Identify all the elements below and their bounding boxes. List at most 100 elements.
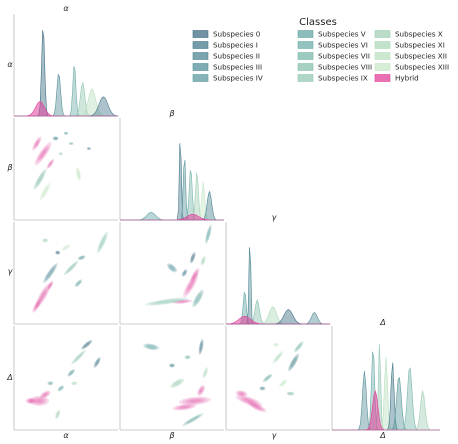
- kde-blob-2-0-3-1: [44, 265, 57, 281]
- kde-blob-3-2-8-2: [260, 387, 265, 390]
- kde-blob-3-0-2-0: [25, 397, 36, 404]
- kde-blob-1-0-8-1: [40, 184, 50, 199]
- kde-blob-2-0-2-3: [49, 283, 52, 287]
- kde-blob-1-0-9-2: [64, 132, 68, 135]
- kde-blob-3-1-0-1: [182, 397, 208, 405]
- diag-kde-hybrid-2-0: [225, 315, 330, 325]
- legend-swatch: [374, 52, 391, 60]
- legend-swatch: [297, 30, 314, 38]
- legend-entry: Subspecies XI: [374, 41, 445, 50]
- kde-blob-3-2-4-1: [273, 352, 283, 363]
- kde-blob-3-1-4-2: [173, 380, 182, 386]
- kde-blob-3-2-4-0: [272, 350, 284, 364]
- kde-blob-3-1-0-0: [178, 396, 211, 406]
- row-labels: α β γ Δ: [6, 60, 13, 382]
- kde-blob-3-0-6-1: [58, 386, 64, 391]
- kde-blob-3-2-1-2: [252, 404, 263, 410]
- kde-blob-3-2-1-0: [248, 402, 267, 413]
- kde-blob-3-2-4-2: [274, 353, 282, 361]
- kde-blob-2-0-2-0: [47, 280, 54, 290]
- kde-blob-3-2-10-2: [274, 343, 278, 346]
- kde-blob-3-2-1-1: [250, 403, 265, 412]
- kde-blob-3-2-2-1: [236, 391, 247, 397]
- kde-blob-3-1-7-0: [202, 367, 209, 379]
- kde-blob-1-0-2-2: [48, 161, 53, 167]
- kde-blob-3-0-3-2: [69, 370, 74, 375]
- kde-blob-2-1-6-1: [205, 226, 211, 242]
- kde-blob-3-2-6-2: [296, 343, 302, 350]
- kde-blob-2-1-8-0: [181, 269, 188, 277]
- legend-label: Subspecies XI: [395, 41, 445, 50]
- diag-kde-1-5: [120, 190, 224, 221]
- kde-blob-1-0-1-2: [34, 139, 40, 148]
- legend-entry: Subspecies XII: [374, 52, 447, 61]
- kde-blob-3-0-2-3: [28, 399, 33, 402]
- kde-blob-2-1-2-1: [174, 299, 191, 304]
- kde-blob-3-0-5-1: [82, 340, 92, 349]
- kde-blob-3-2-0-3: [244, 398, 254, 404]
- kde-blob-1-0-9-1: [64, 132, 68, 135]
- kde-blob-3-2-10-0: [272, 342, 279, 347]
- legend-entry: Subspecies II: [192, 52, 260, 61]
- diag-kde-hybrid-0-0: [14, 101, 118, 117]
- kde-blob-2-0-7-2: [99, 236, 106, 249]
- kde-blob-2-1-2-0: [172, 299, 193, 304]
- kde-blob-3-0-0-0: [29, 395, 49, 406]
- kde-blob-3-1-3-1: [145, 344, 158, 350]
- kde-blob-3-2-9-0: [286, 391, 295, 396]
- kde-blob-1-0-4-0: [68, 142, 74, 145]
- kde-blob-1-0-10-2: [59, 152, 62, 155]
- x-axis-labels: α β γ Δ: [63, 431, 385, 440]
- legend-swatch: [192, 74, 209, 82]
- legend-title: Classes: [299, 17, 337, 28]
- kde-blob-3-1-2-3: [199, 388, 203, 393]
- kde-blob-3-0-3-0: [67, 368, 76, 377]
- kde-blob-3-0-10-1: [72, 381, 77, 385]
- kde-blob-3-1-5-2: [199, 342, 203, 352]
- kde-blob-3-0-9-1: [48, 381, 53, 385]
- kde-blob-1-0-10-1: [59, 152, 63, 155]
- kde-blob-3-0-4-1: [72, 351, 85, 363]
- kde-blob-2-1-1-0: [190, 267, 200, 283]
- kde-blob-3-2-3-1: [263, 374, 272, 382]
- kde-blob-3-0-2-2: [27, 399, 34, 403]
- kde-blob-3-2-10-1: [273, 343, 279, 347]
- kde-blob-2-1-8-2: [183, 271, 186, 275]
- kde-blob-2-0-5-2: [63, 245, 69, 250]
- kde-blob-2-1-4-1: [149, 298, 184, 305]
- diag-kde-0-5: [14, 96, 119, 117]
- kde-blob-2-1-3-0: [167, 263, 177, 273]
- kde-blob-2-1-1-2: [192, 271, 198, 279]
- kde-blob-3-1-6-2: [186, 416, 199, 424]
- legend-label: Subspecies IV: [213, 74, 263, 83]
- kde-blob-2-0-5-1: [62, 245, 70, 250]
- x-label-gamma: γ: [272, 431, 278, 440]
- kde-blob-3-0-3-1: [68, 369, 75, 376]
- kde-blob-2-1-3-1: [168, 264, 176, 272]
- kde-blob-3-0-8-0: [93, 357, 101, 368]
- kde-blob-3-0-1-0: [39, 390, 51, 399]
- kde-blob-3-0-7-2: [56, 411, 60, 418]
- kde-blob-2-0-9-2: [76, 281, 81, 286]
- kde-blob-3-2-6-1: [295, 342, 303, 352]
- kde-blob-2-1-9-0: [192, 289, 204, 308]
- legend-swatch: [374, 41, 391, 49]
- kde-blob-3-2-3-0: [262, 373, 273, 383]
- kde-blob-1-0-5-0: [76, 167, 81, 182]
- kde-blob-2-0-10-0: [42, 238, 49, 243]
- kde-blob-1-0-7-2: [36, 173, 44, 186]
- legend-swatch: [297, 63, 314, 71]
- kde-blob-2-0-8-1: [55, 251, 60, 255]
- kde-blob-2-1-9-1: [193, 291, 203, 306]
- x-label-delta: Δ: [379, 431, 385, 440]
- kde-blob-3-1-9-2: [185, 356, 190, 359]
- kde-blob-3-1-2-1: [198, 386, 205, 395]
- kde-blob-3-2-5-1: [289, 355, 298, 370]
- kde-blob-2-1-7-0: [200, 256, 206, 266]
- kde-blob-2-0-1-0: [32, 298, 42, 313]
- kde-blob-3-2-9-2: [288, 392, 293, 395]
- kde-blob-1-0-4-1: [69, 142, 74, 145]
- kde-blob-3-1-3-2: [146, 344, 156, 349]
- kde-blob-1-0-0-2: [38, 147, 48, 161]
